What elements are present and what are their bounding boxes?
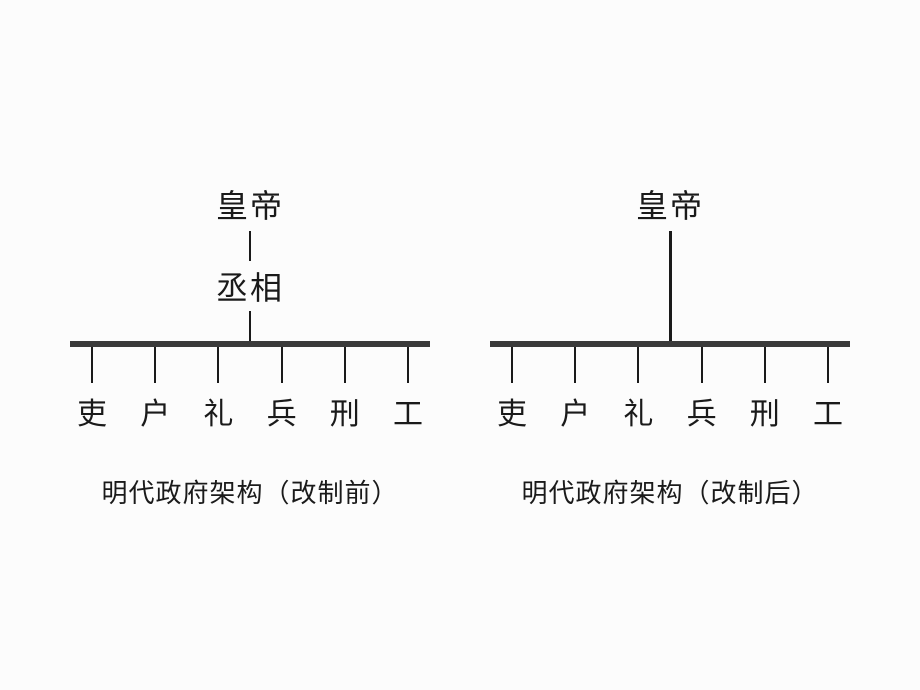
connector-long xyxy=(669,231,672,341)
ministry-label: 工 xyxy=(813,389,843,433)
ministry-label: 兵 xyxy=(687,389,717,433)
ministries-row: 吏 户 礼 兵 刑 工 xyxy=(490,347,850,433)
org-chart-before: 皇帝 丞相 吏 户 礼 兵 刑 工 明代政府架构（改制前） xyxy=(70,181,430,510)
connector-top xyxy=(249,231,251,261)
ministry-label: 户 xyxy=(140,389,170,433)
ministry-label: 刑 xyxy=(330,389,360,433)
ministry-item: 刑 xyxy=(323,347,367,433)
connector-tick xyxy=(217,347,219,383)
connector-tick xyxy=(827,347,829,383)
org-chart-after: 皇帝 吏 户 礼 兵 刑 工 明代政府架构（改制后） xyxy=(490,181,850,510)
ministry-label: 吏 xyxy=(77,389,107,433)
ministry-item: 户 xyxy=(553,347,597,433)
emperor-label: 皇帝 xyxy=(216,181,284,227)
chart-caption: 明代政府架构（改制前） xyxy=(101,473,398,510)
emperor-label: 皇帝 xyxy=(636,181,704,227)
ministry-item: 兵 xyxy=(260,347,304,433)
connector-tick xyxy=(154,347,156,383)
connector-tick xyxy=(281,347,283,383)
connector-tick xyxy=(344,347,346,383)
ministry-label: 兵 xyxy=(267,389,297,433)
ministry-item: 兵 xyxy=(680,347,724,433)
ministry-item: 礼 xyxy=(616,347,660,433)
ministry-item: 吏 xyxy=(490,347,534,433)
connector-tick xyxy=(764,347,766,383)
chart-caption: 明代政府架构（改制后） xyxy=(521,473,818,510)
connector-tick xyxy=(574,347,576,383)
connector-mid xyxy=(249,311,251,341)
ministry-item: 礼 xyxy=(196,347,240,433)
ministry-item: 刑 xyxy=(743,347,787,433)
ministry-label: 户 xyxy=(560,389,590,433)
connector-tick xyxy=(407,347,409,383)
connector-tick xyxy=(91,347,93,383)
prime-minister-label: 丞相 xyxy=(216,263,284,309)
connector-tick xyxy=(511,347,513,383)
ministry-label: 刑 xyxy=(750,389,780,433)
connector-tick xyxy=(637,347,639,383)
ministry-item: 工 xyxy=(386,347,430,433)
ministry-label: 礼 xyxy=(623,389,653,433)
ministry-label: 吏 xyxy=(497,389,527,433)
ministry-item: 工 xyxy=(806,347,850,433)
ministry-item: 户 xyxy=(133,347,177,433)
ministry-label: 礼 xyxy=(203,389,233,433)
ministries-row: 吏 户 礼 兵 刑 工 xyxy=(70,347,430,433)
ministry-item: 吏 xyxy=(70,347,114,433)
ministry-label: 工 xyxy=(393,389,423,433)
connector-tick xyxy=(701,347,703,383)
